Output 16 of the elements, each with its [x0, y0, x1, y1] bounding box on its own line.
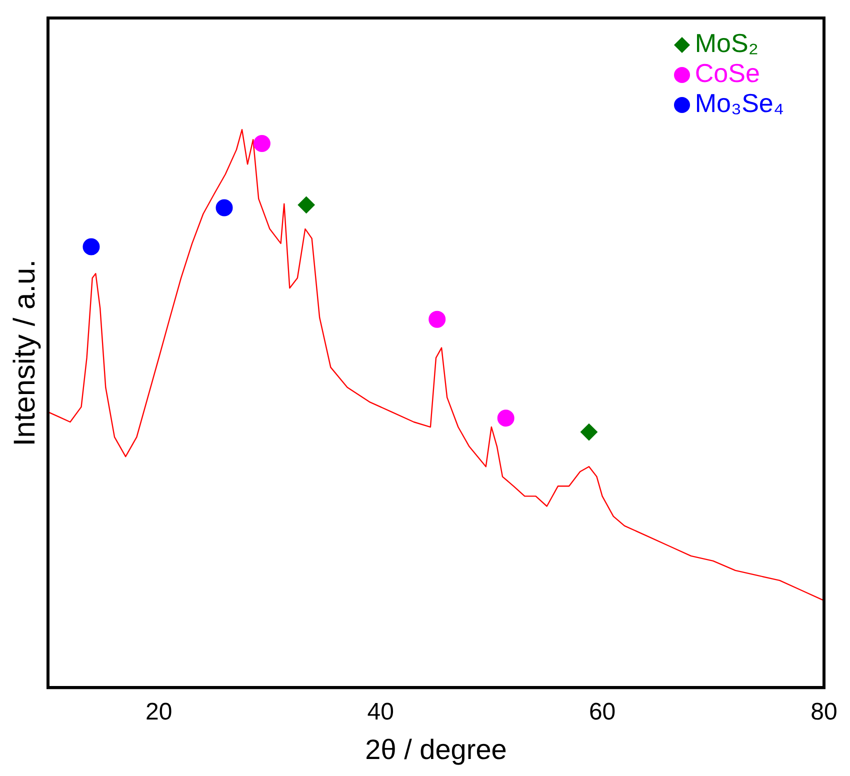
x-tick-label: 80 — [810, 698, 838, 726]
x-tick-label: 60 — [588, 698, 616, 726]
point — [298, 196, 315, 214]
x-tick-label: 20 — [146, 698, 172, 726]
legend-label: MoS₂ — [694, 28, 758, 58]
point — [580, 424, 598, 441]
y-axis-title: Intensity / a.u. — [8, 259, 42, 446]
legend-label: Mo₃Se₄ — [694, 88, 784, 118]
point — [428, 310, 446, 328]
x-axis-title: 2θ / degree — [365, 734, 507, 765]
point — [253, 135, 270, 152]
point — [497, 410, 514, 427]
point — [216, 199, 233, 216]
legend-label: CoSe — [694, 58, 760, 88]
x-tick-label: 40 — [367, 698, 394, 726]
point — [82, 238, 100, 256]
